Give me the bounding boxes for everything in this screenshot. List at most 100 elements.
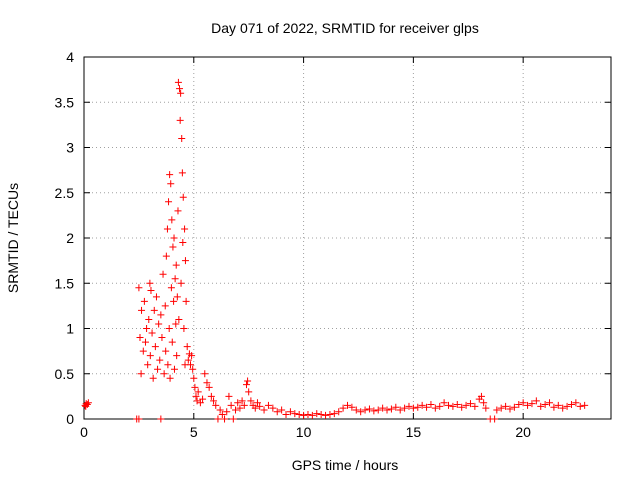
data-point — [179, 193, 187, 201]
data-point — [151, 343, 159, 351]
data-point — [223, 408, 231, 416]
data-point — [174, 78, 182, 86]
data-point — [140, 297, 148, 305]
data-point — [572, 399, 580, 407]
data-point — [466, 400, 474, 408]
data-point — [210, 397, 218, 405]
data-point — [365, 405, 373, 413]
x-tick-label: 10 — [296, 424, 312, 440]
data-point — [256, 402, 264, 410]
data-point — [177, 279, 185, 287]
data-point — [171, 275, 179, 283]
y-tick-label: 3.5 — [55, 94, 75, 110]
data-point — [84, 399, 92, 407]
data-point — [180, 325, 188, 332]
data-point — [147, 286, 155, 294]
data-point — [554, 401, 562, 409]
data-point — [135, 284, 143, 292]
data-point — [176, 85, 184, 93]
data-point — [218, 410, 226, 418]
data-point — [146, 279, 154, 287]
data-point — [165, 198, 173, 206]
data-point — [546, 399, 554, 407]
data-point — [418, 401, 426, 409]
y-tick-label: 4 — [66, 49, 74, 65]
data-point — [405, 402, 413, 410]
data-point — [567, 401, 575, 409]
data-point — [184, 356, 192, 364]
data-point — [563, 402, 571, 410]
data-point — [167, 180, 175, 188]
data-point — [179, 239, 187, 247]
data-point — [164, 361, 172, 369]
data-point — [352, 406, 360, 414]
data-point — [221, 415, 229, 423]
y-tick-label: 1 — [66, 321, 74, 337]
data-point — [203, 379, 211, 387]
data-point — [189, 365, 197, 373]
data-point — [138, 306, 146, 314]
x-axis-label: GPS time / hours — [292, 457, 399, 473]
grid-lines — [84, 57, 611, 419]
data-point — [482, 404, 490, 412]
data-point — [480, 399, 488, 407]
data-point — [440, 399, 448, 407]
data-point — [532, 397, 540, 405]
data-point — [335, 408, 343, 416]
data-point — [541, 401, 549, 409]
chart-title: Day 071 of 2022, SRMTID for receiver glp… — [211, 20, 479, 36]
data-point — [148, 329, 156, 337]
data-point — [396, 406, 404, 414]
data-point — [170, 297, 178, 305]
data-point — [212, 401, 220, 409]
data-point — [216, 406, 224, 414]
data-point — [143, 325, 151, 332]
data-point — [190, 374, 198, 382]
data-point — [240, 401, 248, 409]
data-point — [348, 403, 356, 411]
data-point — [199, 395, 207, 403]
data-point — [245, 388, 253, 396]
data-point — [370, 407, 378, 415]
data-point — [172, 261, 180, 269]
data-point — [295, 410, 303, 418]
y-tick-label: 1.5 — [55, 275, 75, 291]
data-point — [163, 225, 171, 233]
data-point — [232, 406, 240, 414]
data-point — [269, 404, 277, 412]
data-point — [244, 377, 252, 385]
data-point — [157, 415, 165, 423]
data-point — [423, 403, 431, 411]
data-point — [515, 401, 523, 409]
data-point — [193, 397, 201, 405]
data-point — [497, 404, 505, 412]
data-point — [83, 401, 91, 409]
data-point — [170, 234, 178, 242]
data-point — [330, 410, 338, 418]
data-point — [392, 403, 400, 411]
data-point — [173, 293, 181, 301]
data-point — [145, 315, 153, 323]
data-point — [135, 415, 143, 423]
data-point — [162, 347, 170, 355]
data-point — [176, 116, 184, 124]
data-point — [165, 325, 173, 332]
data-point — [477, 392, 485, 400]
data-point — [427, 401, 435, 409]
data-point — [519, 399, 527, 407]
data-point — [137, 370, 145, 378]
data-point — [401, 404, 409, 412]
data-point — [273, 408, 281, 416]
data-point — [157, 311, 165, 319]
data-point — [506, 405, 514, 413]
data-point — [238, 397, 246, 405]
data-point — [537, 402, 545, 410]
data-point — [308, 411, 316, 419]
data-point — [528, 400, 536, 408]
y-tick-label: 3 — [66, 140, 74, 156]
data-point — [174, 207, 182, 215]
data-point — [183, 343, 191, 351]
data-point — [278, 406, 286, 414]
y-tick-label: 0 — [66, 411, 74, 427]
